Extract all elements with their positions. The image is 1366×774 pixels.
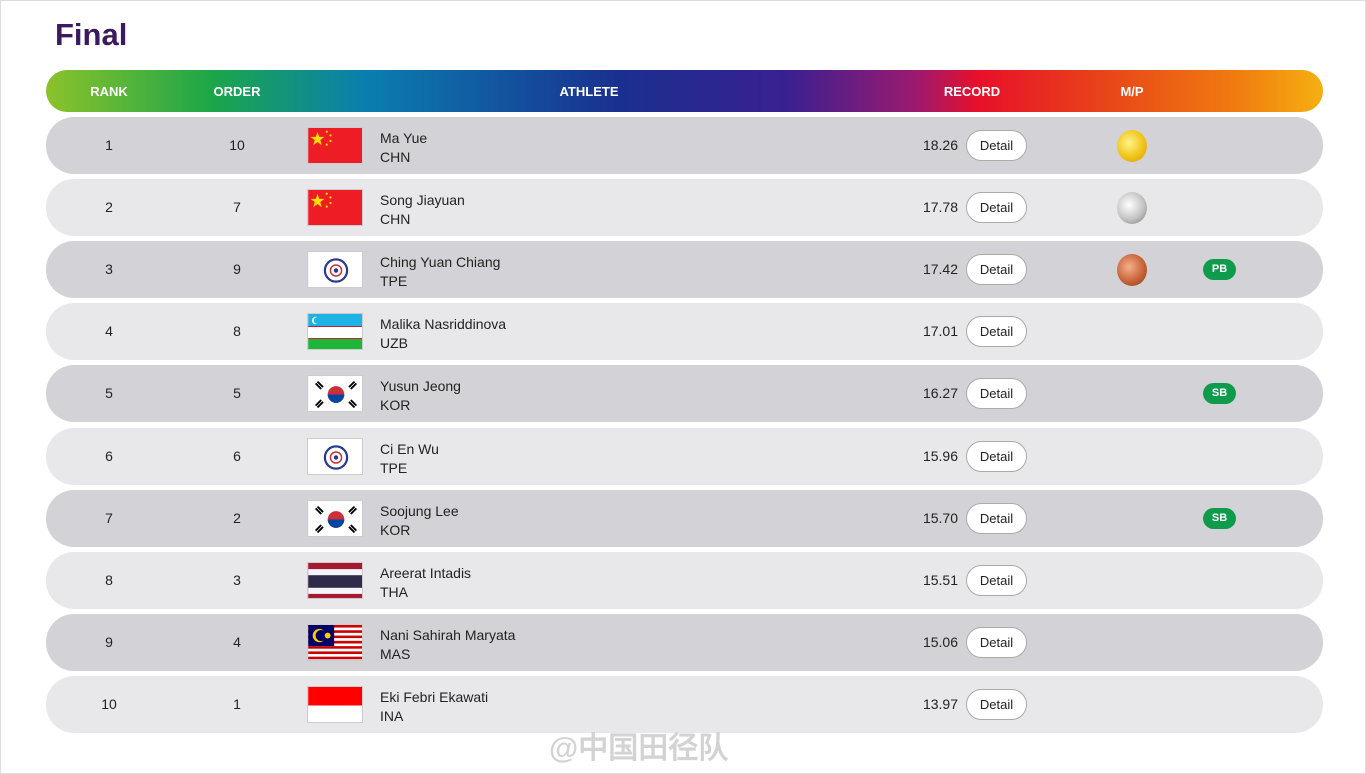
flag-tpe [307,251,363,289]
record: 15.06 [922,633,958,650]
detail-button[interactable]: Detail [966,440,1027,472]
athlete-name[interactable]: Eki Febri Ekawati [380,688,489,705]
order: 5 [233,385,241,402]
order: 1 [233,695,241,712]
table-row: 6 6 Ci En Wu TPE 15.96 Detail [46,427,1323,485]
record: 16.27 [922,385,958,402]
record: 18.26 [922,137,958,153]
athlete-country: KOR [380,521,411,538]
detail-button[interactable]: Detail [966,564,1027,596]
athlete-name[interactable]: Ching Yuan Chiang [380,254,501,271]
record: 15.51 [922,571,958,588]
order: 8 [233,323,241,340]
rank: 2 [105,199,113,216]
table-row: 9 4 Nani Sahirah Maryata MAS 15.06 Detail [46,613,1323,671]
detail-button[interactable]: Detail [966,192,1027,224]
athlete-name[interactable]: Ci En Wu [380,440,439,457]
detail-button[interactable]: Detail [966,626,1027,658]
record: 13.97 [922,695,958,712]
flag-tha [307,561,363,599]
athlete-country: UZB [380,335,408,352]
record: 15.70 [922,509,958,526]
athlete-name[interactable]: Nani Sahirah Maryata [380,626,516,643]
athlete-name[interactable]: Ma Yue [380,130,428,146]
table-row: 2 7 Song Jiayuan CHN 17.78 Detail [46,179,1323,237]
order: 6 [233,447,241,464]
table-row: 7 2 Soojung Lee KOR 15.70 Detail SB [46,489,1323,547]
detail-button[interactable]: Detail [966,502,1027,534]
order: 3 [233,571,241,588]
athlete-name[interactable]: Areerat Intadis [380,564,472,581]
pb-badge: PB [1203,259,1236,281]
flag-chn [307,127,363,164]
athlete-country: THA [380,583,408,600]
col-rank: RANK [90,84,128,99]
detail-button[interactable]: Detail [966,254,1027,286]
rank: 10 [101,695,117,712]
athlete-name[interactable]: Yusun Jeong [380,378,461,395]
record: 17.01 [922,323,958,340]
flag-kor [307,375,363,413]
record: 17.42 [922,261,958,278]
flag-uzb [307,313,363,351]
watermark: @中国田径队 [549,732,729,765]
table-row: 3 9 Ching Yuan Chiang TPE 17.42 Detail PB [46,241,1323,299]
record: 15.96 [922,447,958,464]
detail-button[interactable]: Detail [966,130,1027,161]
athlete-country: CHN [380,149,411,165]
athlete-name[interactable]: Soojung Lee [380,502,459,519]
order: 4 [233,633,241,650]
rank: 8 [105,571,113,588]
record: 17.78 [922,199,958,216]
athlete-name[interactable]: Song Jiayuan [380,192,465,209]
table-row: 1 10 Ma Yue CHN 18.26 Detail [46,117,1323,174]
rank: 1 [105,137,113,153]
athlete-country: CHN [380,211,411,228]
order: 10 [229,137,245,153]
col-athlete: ATHLETE [559,84,619,99]
rank: 3 [105,261,113,278]
athlete-country: TPE [380,273,408,290]
bronze-medal-icon [1117,254,1147,287]
rank: 6 [105,447,113,464]
athlete-country: TPE [380,459,408,476]
rank: 5 [105,385,113,402]
table-header: RANK ORDER ATHLETE RECORD M/P [46,70,1323,112]
order: 9 [233,261,241,278]
rank: 4 [105,323,113,340]
col-record: RECORD [943,84,1001,99]
col-order: ORDER [213,84,261,99]
table-row: 5 5 Yusun Jeong KOR 16.27 Detail SB [46,365,1323,423]
flag-kor [307,499,363,537]
athlete-country: MAS [380,645,411,662]
gold-medal-icon [1117,130,1147,162]
detail-button[interactable]: Detail [966,378,1027,410]
flag-ina [307,685,363,723]
table-row: 10 1 Eki Febri Ekawati INA 13.97 Detail [46,675,1323,733]
rank: 7 [105,509,113,526]
athlete-country: INA [380,707,404,724]
page-title: Final [55,17,128,52]
rank: 9 [105,633,113,650]
table-row: 8 3 Areerat Intadis THA 15.51 Detail [46,551,1323,609]
flag-mas [307,623,363,661]
silver-medal-icon [1117,192,1147,225]
detail-button[interactable]: Detail [966,688,1027,720]
sb-badge: SB [1203,507,1236,529]
flag-chn [307,189,363,227]
order: 7 [233,199,241,216]
athlete-country: KOR [380,397,411,414]
detail-button[interactable]: Detail [966,316,1027,348]
athlete-name[interactable]: Malika Nasriddinova [380,316,507,333]
flag-tpe [307,437,363,475]
col-mp: M/P [1120,84,1144,99]
sb-badge: SB [1203,383,1236,405]
order: 2 [233,509,241,526]
table-row: 4 8 Malika Nasriddinova UZB 17.01 Detail [46,303,1323,361]
